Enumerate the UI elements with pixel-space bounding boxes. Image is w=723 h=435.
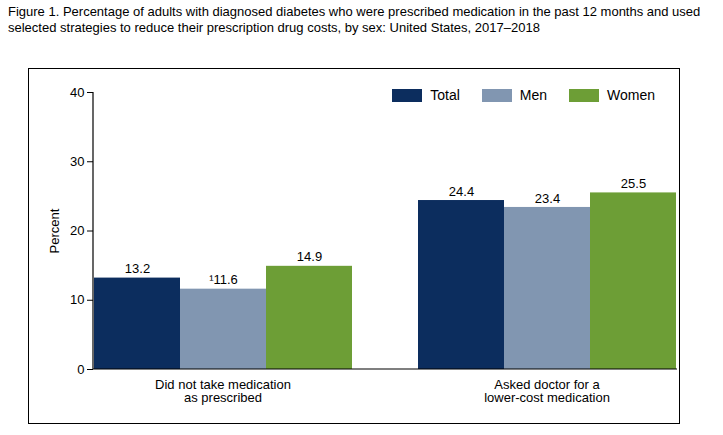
svg-text:20: 20 [70,223,84,238]
html-text:Total: Total [430,87,460,103]
html-text:Figure 1. Percentage of adults: Figure 1. Percentage of adults with diag… [8,4,701,35]
html-text:Men: Men [519,87,547,103]
svg-text:40: 40 [70,85,84,100]
svg-text:0: 0 [77,362,84,377]
svg-text:14.9: 14.9 [297,249,322,264]
svg-text:Percent: Percent [47,208,62,253]
html-text:Women: Women [607,87,655,103]
svg-text:Asked doctor for alower-cost m: Asked doctor for alower-cost medication [484,377,610,405]
svg-text:¹11.6: ¹11.6 [209,272,238,287]
svg-text:30: 30 [70,154,84,169]
svg-text:24.4: 24.4 [449,184,474,199]
svg-text:23.4: 23.4 [535,191,560,206]
svg-text:10: 10 [70,292,84,307]
svg-text:13.2: 13.2 [125,261,150,276]
svg-text:25.5: 25.5 [621,176,646,191]
svg-text:Did not take medicationas pres: Did not take medicationas prescribed [155,377,291,405]
